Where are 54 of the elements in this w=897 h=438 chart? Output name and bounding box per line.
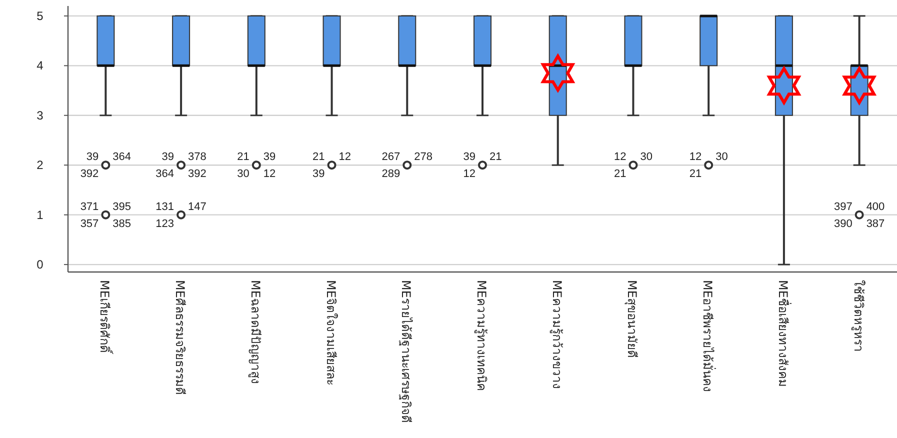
annotation: 12 <box>463 168 476 180</box>
y-tick-label: 2 <box>36 158 44 172</box>
annotation: 131 <box>156 200 174 213</box>
x-tick-label: MEฉลาดมีปัญญาสูง <box>247 280 262 384</box>
annotation: 364 <box>156 168 174 180</box>
x-tick-label: MEความรู้ทางเทคนิค <box>474 280 488 391</box>
annotation: 21 <box>490 151 502 164</box>
x-tick-label: MEศีลธรรมจริยธรรมดี <box>173 280 188 395</box>
annotation: 400 <box>866 200 885 213</box>
annotation: 385 <box>112 218 132 230</box>
x-tick-label: MEเกียรติศักดิ์ <box>98 280 114 355</box>
annotation: 30 <box>237 168 250 180</box>
y-tick-label: 0 <box>36 258 44 272</box>
annotation: 21 <box>237 151 250 164</box>
annotation: 39 <box>263 151 276 164</box>
annotation: 39 <box>312 168 325 180</box>
x-tick-label: MEชื่อเสียงทางสังคม <box>776 280 792 387</box>
annotation: 21 <box>614 168 626 180</box>
annotation: 357 <box>80 218 99 230</box>
annotation: 12 <box>263 168 276 180</box>
annotation: 397 <box>834 200 852 213</box>
annotation: 390 <box>834 218 852 230</box>
annotation: 12 <box>689 151 702 164</box>
y-tick-label: 4 <box>36 58 44 73</box>
annotation: 395 <box>112 200 132 213</box>
annotation: 39 <box>463 151 476 164</box>
annotation: 21 <box>689 168 702 180</box>
annotation: 39 <box>86 151 99 164</box>
annotation: 387 <box>866 218 885 230</box>
y-tick-label: 5 <box>36 8 44 23</box>
annotation: 289 <box>382 168 400 180</box>
annotation: 30 <box>716 151 728 164</box>
annotation: 278 <box>414 151 432 164</box>
annotation: 147 <box>188 200 206 213</box>
annotation: 378 <box>188 151 206 164</box>
annotation: 392 <box>188 168 206 180</box>
annotation: 267 <box>382 151 400 164</box>
x-tick-label: MEรายได้ดีฐานะเศรษฐกิจดี <box>399 280 414 423</box>
annotation: 364 <box>112 151 132 164</box>
x-tick-label: MEอาชีพรายได้มั่นคง <box>700 280 717 392</box>
annotation: 12 <box>614 151 626 164</box>
x-tick-label: MEสุขอนามัยดี <box>624 280 640 358</box>
annotation: 21 <box>312 151 325 164</box>
annotation: 30 <box>640 151 652 164</box>
annotation: 12 <box>338 151 352 164</box>
x-tick-label: MEความรู้กว้างขวาง <box>548 280 564 389</box>
x-tick-label: ใช้ชีวิตหรูหรา <box>850 280 866 352</box>
y-tick-label: 1 <box>36 208 44 222</box>
annotation: 123 <box>156 218 174 230</box>
annotation: 371 <box>80 200 99 213</box>
y-tick-label: 3 <box>36 108 44 122</box>
annotation: 39 <box>162 151 174 164</box>
x-tick-label: MEจิตใจงามเสียสละ <box>324 280 338 385</box>
annotation: 392 <box>80 168 99 180</box>
